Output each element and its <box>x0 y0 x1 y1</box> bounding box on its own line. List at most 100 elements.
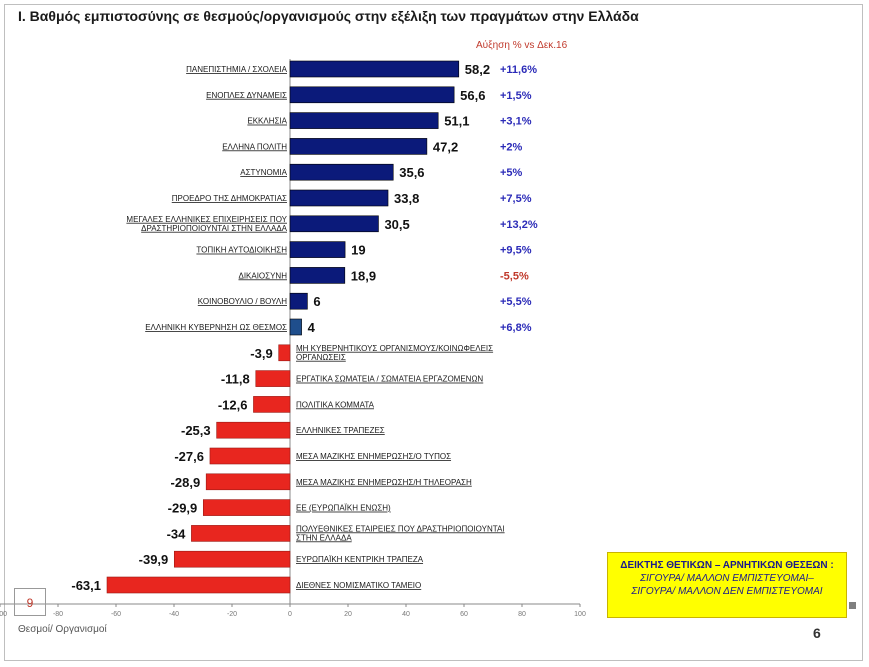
category-label: ΔΙΕΘΝΕΣ ΝΟΜΙΣΜΑΤΙΚΟ ΤΑΜΕΙΟ <box>296 581 421 590</box>
category-label: ΑΣΤΥΝΟΜΙΑ <box>240 168 287 177</box>
category-label: ΕΚΚΛΗΣΙΑ <box>247 117 287 126</box>
change-label: +2% <box>500 141 523 153</box>
data-label: 19 <box>351 243 365 258</box>
category-label: ΠΑΝΕΠΙΣΤΗΜΙΑ / ΣΧΟΛΕΙΑ <box>186 65 288 74</box>
category-label: ΕΛΛΗΝΑ ΠΟΛΙΤΗ <box>222 142 287 151</box>
category-label: ΜΕΓΑΛΕΣ ΕΛΛΗΝΙΚΕΣ ΕΠΙΧΕΙΡΗΣΕΙΣ ΠΟΥ <box>126 215 287 224</box>
x-tick-label: -100 <box>0 611 7 618</box>
legend-line-1: ΔΕΙΚΤΗΣ ΘΕΤΙΚΩΝ – ΑΡΝΗΤΙΚΩΝ ΘΕΣΕΩΝ : <box>620 560 834 571</box>
bar <box>202 499 291 516</box>
bar <box>278 344 291 362</box>
category-label: ΠΟΛΥΕΘΝΙΚΕΣ ΕΤΑΙΡΕΙΕΣ ΠΟΥ ΔΡΑΣΤΗΡΙΟΠΟΙΟΥ… <box>296 524 505 533</box>
data-label: 4 <box>308 320 316 335</box>
data-label: 47,2 <box>433 139 458 154</box>
data-label: -27,6 <box>174 449 204 464</box>
data-label: -3,9 <box>250 346 272 361</box>
category-label: ΕΡΓΑΤΙΚΑ ΣΩΜΑΤΕΙΑ / ΣΩΜΑΤΕΙΑ ΕΡΓΑΖΟΜΕΝΩΝ <box>296 375 483 384</box>
data-label: -34 <box>167 526 187 541</box>
x-tick-label: 0 <box>288 611 292 618</box>
bar <box>289 60 460 78</box>
chart-title: I. Βαθμός εμπιστοσύνης σε θεσμούς/οργανι… <box>18 8 639 24</box>
category-label: ΜΗ ΚΥΒΕΡΝΗΤΙΚΟΥΣ ΟΡΓΑΝΙΣΜΟΥΣ/ΚΟΙΝΩΦΕΛΕΙΣ <box>296 344 493 353</box>
x-tick-label: -20 <box>227 611 237 618</box>
bar <box>289 163 394 181</box>
slide-frame <box>4 4 863 661</box>
category-label: ΜΕΣΑ ΜΑΖΙΚΗΣ ΕΝΗΜΕΡΩΣΗΣ/Η ΤΗΛΕΟΡΑΣΗ <box>296 478 472 487</box>
category-label: ΕΛΛΗΝΙΚΗ ΚΥΒΕΡΝΗΣΗ ΩΣ ΘΕΣΜΟΣ <box>145 323 287 332</box>
bar <box>289 138 428 155</box>
change-label: +13,2% <box>500 219 538 231</box>
legend-box: ΔΕΙΚΤΗΣ ΘΕΤΙΚΩΝ – ΑΡΝΗΤΙΚΩΝ ΘΕΣΕΩΝ : ΣΙΓ… <box>607 552 847 618</box>
x-tick-label: 60 <box>460 611 468 618</box>
data-label: 56,6 <box>460 88 485 103</box>
bar <box>216 421 291 439</box>
page-number: 6 <box>813 625 821 641</box>
data-label: 51,1 <box>444 114 469 129</box>
bar <box>289 241 346 258</box>
data-label: -11,8 <box>221 372 250 387</box>
bar <box>289 292 308 310</box>
category-label: ΕΥΡΩΠΑΪΚΗ ΚΕΝΤΡΙΚΗ ΤΡΑΠΕΖΑ <box>296 555 424 564</box>
bar <box>253 396 291 413</box>
legend-line-2: ΣΙΓΟΥΡΑ/ ΜΑΛΛΟΝ ΕΜΠΙΣΤΕΥΟΜΑΙ– <box>640 573 814 584</box>
category-label: ΟΡΓΑΝΩΣΕΙΣ <box>296 353 346 362</box>
data-label: 30,5 <box>384 217 409 232</box>
page-badge: 9 <box>14 588 46 616</box>
change-label: +7,5% <box>500 193 532 205</box>
bar <box>289 189 389 207</box>
data-label: -29,9 <box>168 501 198 516</box>
data-label: -12,6 <box>218 397 248 412</box>
change-label: +6,8% <box>500 322 532 334</box>
footer-label: Θεσμοί/ Οργανισμοί <box>18 624 107 635</box>
change-label: +11,6% <box>500 64 537 76</box>
category-label: ΠΟΛΙΤΙΚΑ ΚΟΜΜΑΤΑ <box>296 400 375 409</box>
category-label: ΕΝΟΠΛΕΣ ΔΥΝΑΜΕΙΣ <box>206 91 287 100</box>
x-tick-label: -40 <box>169 611 179 618</box>
category-label: ΣΤΗΝ ΕΛΛΑΔΑ <box>296 533 352 542</box>
bar <box>255 370 291 387</box>
change-label: +9,5% <box>500 245 532 257</box>
bar <box>173 550 291 568</box>
data-label: -63,1 <box>71 578 101 593</box>
category-label: ΕΕ (ΕΥΡΩΠΑΪΚΗ ΕΝΩΣΗ) <box>296 504 391 513</box>
data-label: 6 <box>313 294 320 309</box>
data-label: -28,9 <box>171 475 201 490</box>
bar <box>289 215 379 233</box>
x-tick-label: 80 <box>518 611 526 618</box>
x-tick-label: -60 <box>111 611 121 618</box>
category-label: ΔΙΚΑΙΟΣΥΝΗ <box>238 271 287 280</box>
x-tick-label: 40 <box>402 611 410 618</box>
change-label: +5,5% <box>500 296 532 308</box>
change-label: -5,5% <box>500 270 529 282</box>
bar <box>289 86 455 104</box>
category-label: ΕΛΛΗΝΙΚΕΣ ΤΡΑΠΕΖΕΣ <box>296 426 385 435</box>
change-column-header: Αύξηση % vs Δεκ.16 <box>476 40 568 51</box>
data-label: 18,9 <box>351 268 376 283</box>
category-label: ΠΡΟΕΔΡΟ ΤΗΣ ΔΗΜΟΚΡΑΤΙΑΣ <box>172 194 287 203</box>
bar <box>106 576 291 594</box>
bar <box>289 112 439 129</box>
data-label: -39,9 <box>139 552 169 567</box>
bar <box>205 473 291 491</box>
data-label: 33,8 <box>394 191 419 206</box>
data-label: 58,2 <box>465 62 490 77</box>
category-label: ΜΕΣΑ ΜΑΖΙΚΗΣ ΕΝΗΜΕΡΩΣΗΣ/Ο ΤΥΠΟΣ <box>296 452 451 461</box>
bar <box>289 267 346 284</box>
change-label: +5% <box>500 167 523 179</box>
change-label: +3,1% <box>500 116 532 128</box>
category-label: ΔΡΑΣΤΗΡΙΟΠΟΙΟΥΝΤΑΙ ΣΤΗΝ ΕΛΛΑΔΑ <box>141 224 288 233</box>
legend-line-3: ΣΙΓΟΥΡΑ/ ΜΑΛΛΟΝ ΔΕΝ ΕΜΠΙΣΤΕΥΟΜΑΙ <box>631 586 823 597</box>
bar <box>191 525 291 542</box>
bar <box>209 447 291 465</box>
x-tick-label: -80 <box>53 611 63 618</box>
data-label: 35,6 <box>399 165 424 180</box>
change-label: +1,5% <box>500 90 532 102</box>
nav-square-icon <box>849 602 856 609</box>
data-label: -25,3 <box>181 423 211 438</box>
category-label: ΚΟΙΝΟΒΟΥΛΙΟ / ΒΟΥΛΗ <box>198 297 287 306</box>
bar <box>289 318 302 336</box>
category-label: ΤΟΠΙΚΗ ΑΥΤΟΔΙΟΙΚΗΣΗ <box>196 246 287 255</box>
x-tick-label: 20 <box>344 611 352 618</box>
x-tick-label: 100 <box>574 611 586 618</box>
